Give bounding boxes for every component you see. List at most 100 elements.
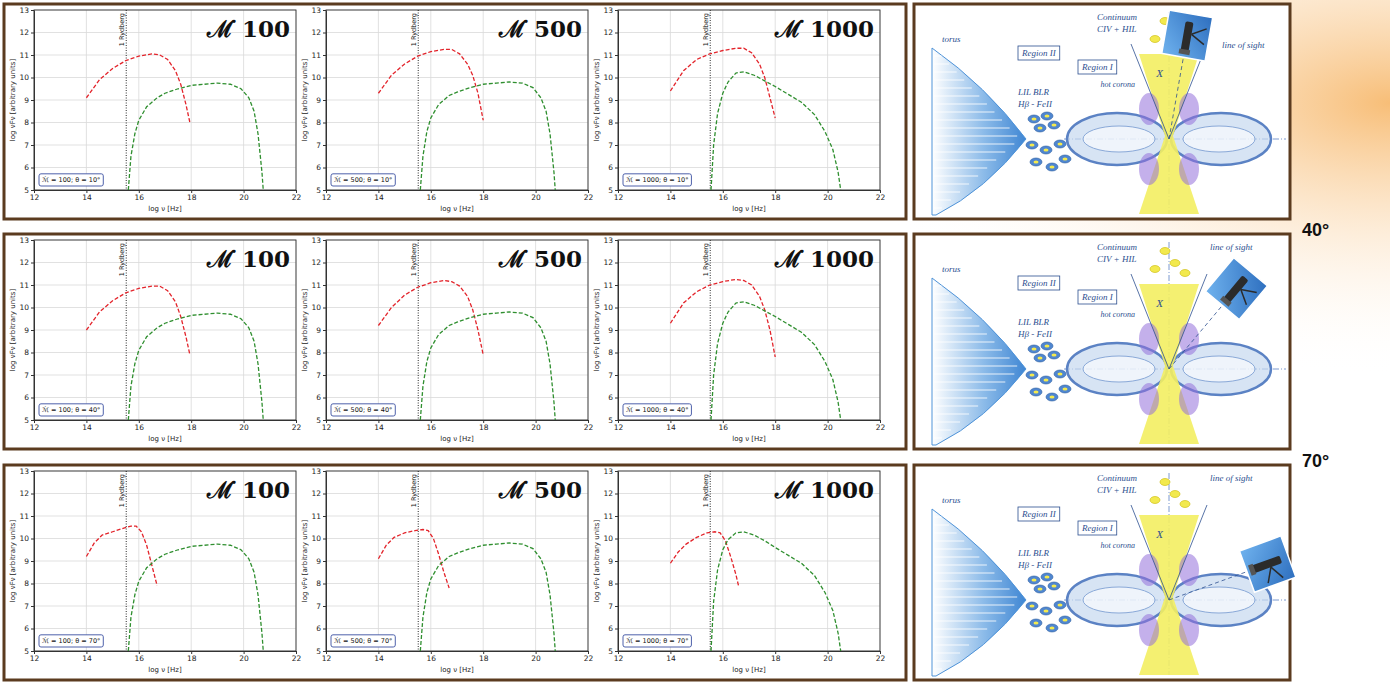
y-tick-label: 8 [608,579,613,588]
y-tick: 6 [608,393,618,402]
grid [618,471,880,651]
y-tick: 6 [24,163,34,172]
info-box: ℳ̇ = 100; θ = 10° [39,174,103,186]
torus-stripe [934,183,969,185]
blr-cloud-core [1032,579,1037,582]
y-tick: 5 [24,416,34,425]
blr-cloud-core [1045,115,1050,118]
blr-cloud [1059,155,1071,163]
grid-line [326,330,588,331]
diagram-frame [914,465,1290,680]
telescope-leg [1271,564,1283,580]
x-tick: 22 [584,651,594,663]
y-tick-mark [323,471,326,472]
torus-stripe [934,636,978,638]
y-tick-mark [323,651,326,652]
y-tick-label: 13 [603,236,613,245]
y-tick: 12 [19,28,34,37]
x-tick: 16 [427,420,437,432]
marker-label: 1 Rydberg [410,474,418,507]
x-tick: 20 [823,651,833,663]
x-axis: 121416182022 [322,190,594,202]
x-tick: 16 [719,420,729,432]
grid-line [326,628,588,629]
y-tick-label: 9 [608,326,613,335]
x-tick-label: 20 [531,654,541,663]
x-tick: 16 [719,190,729,202]
torus-stripe [934,119,1002,121]
x-tick-label: 20 [823,193,833,202]
y-tick-mark [31,263,34,264]
y-tick-mark [323,629,326,630]
y-tick-label: 13 [19,6,29,15]
x-tick-label: 20 [239,654,249,663]
x-tick: 18 [187,190,197,202]
info-box: ℳ̇ = 1000; θ = 10° [623,174,691,186]
diagram-panel: torusLIL BLRHβ - FeIIRegion IIContinuumC… [914,465,1296,680]
x-tick-label: 12 [322,654,332,663]
blr-cloud [1034,124,1046,132]
torus-stripe [934,612,1005,614]
blr-cloud [1041,573,1053,581]
chart-texts: 1 Rydbergℳ̇ = 100; θ = 70°ℳ̇ 100 [39,474,290,647]
y-tick-label: 9 [316,557,321,566]
marker-label: 1 Rydberg [702,243,710,276]
blr-cloud [1054,140,1066,148]
grid [326,240,588,420]
x-tick-label: 16 [135,654,145,663]
y-axis-line [34,241,35,421]
grid-line [34,167,296,168]
x-tick: 18 [187,420,197,432]
hil-cloud [1160,479,1170,486]
y-tick: 12 [603,489,618,498]
diagram-label: CIV + HIL [1097,24,1136,34]
y-tick: 7 [24,141,34,150]
y-tick: 8 [608,118,618,127]
torus-stripe [934,540,964,542]
x-tick: 18 [187,651,197,663]
y-tick-mark [323,145,326,146]
x-tick-label: 12 [30,193,40,202]
torus-stripe [934,524,949,526]
blr-cloud-core [1032,118,1037,121]
y-tick: 11 [603,51,618,60]
y-tick: 5 [608,416,618,425]
y-tick: 11 [19,512,34,521]
grid-line [326,167,588,168]
grid-line [34,307,296,308]
series-line [128,544,263,651]
x-tick-label: 12 [322,423,332,432]
x-tick-label: 20 [823,423,833,432]
grid-line [618,77,880,78]
blr-cloud-core [1052,585,1057,588]
series-line [670,532,738,586]
figure: 1214161820225678910111213log ν [Hz]log ν… [0,0,1390,686]
grid [326,10,588,190]
cone-line [1131,274,1169,369]
x-tick: 14 [666,420,676,432]
y-tick-mark [31,584,34,585]
chart-title: ℳ̇ 100 [206,245,290,272]
x-tick: 16 [427,190,437,202]
x-axis-title: log ν [Hz] [148,205,182,213]
purple-region [1179,383,1199,415]
grid-line [618,55,880,56]
x-tick-label: 16 [427,193,437,202]
y-tick-mark [323,375,326,376]
y-tick-mark [323,516,326,517]
info-box-frame [331,404,395,416]
blr-cloud [1054,370,1066,378]
chart-texts: 1 Rydbergℳ̇ = 1000; θ = 70°ℳ̇ 1000 [623,474,874,647]
purple-region [1139,93,1159,125]
x-tick: 18 [771,651,781,663]
torus-stripe [934,301,957,303]
y-tick: 12 [19,489,34,498]
purple-region [1179,323,1199,355]
series-group [670,48,840,190]
chart-texts: 1 Rydbergℳ̇ = 500; θ = 40°ℳ̇ 500 [331,243,582,416]
telescope-lens [1179,48,1191,55]
y-tick-label: 10 [603,303,613,312]
diagram-label: Continuum [1097,473,1138,483]
torus-stripe [934,381,1005,383]
y-tick-label: 9 [316,96,321,105]
